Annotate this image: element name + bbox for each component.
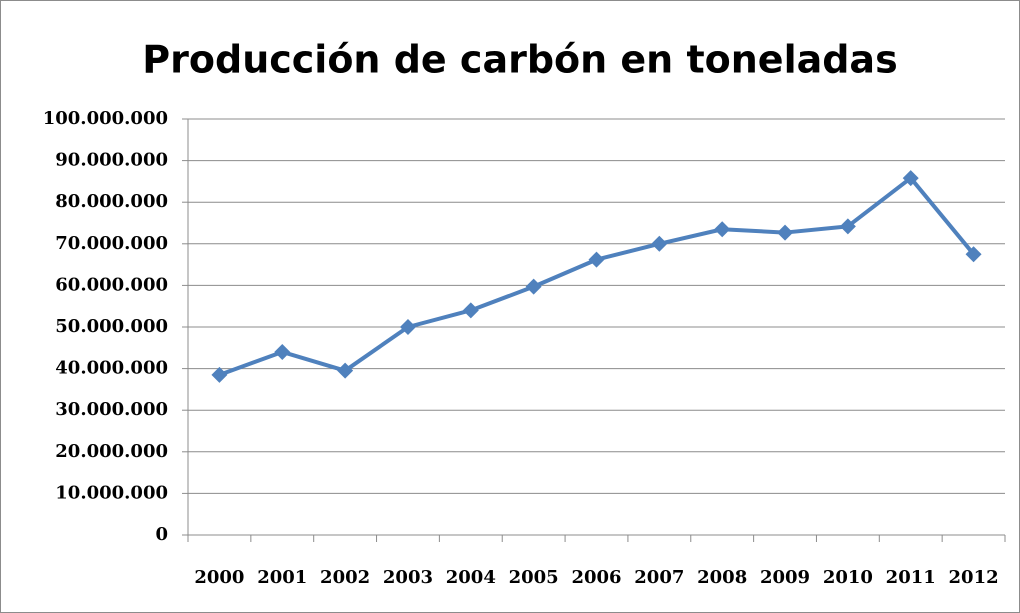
data-point [714,221,731,238]
data-point [777,224,794,241]
y-tick-label: 80.000.000 [55,191,168,212]
x-tick-label: 2002 [320,567,370,588]
x-tick-label: 2010 [823,567,873,588]
y-tick-label: 50.000.000 [55,316,168,337]
y-tick-label: 40.000.000 [55,358,168,379]
y-tick-label: 90.000.000 [55,150,168,171]
y-tick-label: 0 [155,524,168,545]
x-tick-label: 2008 [697,567,747,588]
x-tick-label: 2000 [194,567,244,588]
data-point [839,218,856,235]
x-tick-label: 2001 [257,567,307,588]
y-tick-label: 20.000.000 [55,441,168,462]
data-point [274,343,291,360]
data-point [651,235,668,252]
data-point [525,278,542,295]
y-tick-label: 10.000.000 [55,482,168,503]
data-point [399,319,416,335]
y-tick-label: 70.000.000 [55,233,168,254]
x-tick-label: 2011 [886,567,936,588]
y-tick-label: 60.000.000 [55,274,168,295]
x-tick-label: 2006 [571,567,621,588]
data-point [211,366,228,383]
data-point [337,362,354,379]
data-point [462,302,479,319]
chart-title: Producción de carbón en toneladas [142,38,897,82]
x-tick-label: 2007 [634,567,684,588]
data-point [588,251,605,268]
x-tick-label: 2004 [446,567,496,588]
y-tick-label: 100.000.000 [43,108,168,129]
x-tick-label: 2009 [760,567,810,588]
x-tick-label: 2003 [383,567,433,588]
data-point [902,170,919,187]
x-tick-label: 2012 [949,567,999,588]
data-point [965,246,982,263]
x-tick-label: 2005 [509,567,559,588]
y-tick-label: 30.000.000 [55,399,168,420]
